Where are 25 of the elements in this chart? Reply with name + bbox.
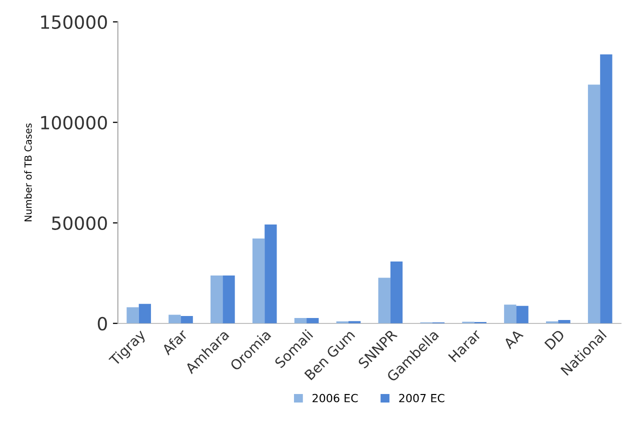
bar bbox=[210, 276, 223, 324]
bar bbox=[390, 261, 403, 324]
legend-label: 2007 EC bbox=[399, 394, 444, 402]
bar bbox=[222, 276, 235, 324]
bar bbox=[378, 278, 390, 324]
bar bbox=[138, 304, 151, 324]
y-tick-label: 50000 bbox=[52, 216, 107, 230]
y-tick-label: 150000 bbox=[41, 15, 107, 29]
legend-label: 2006 EC bbox=[312, 394, 358, 402]
bar bbox=[588, 84, 600, 324]
bar bbox=[516, 306, 528, 324]
bar bbox=[600, 54, 612, 324]
bar bbox=[504, 304, 516, 324]
bar bbox=[264, 224, 277, 324]
bar bbox=[294, 318, 307, 324]
x-tick-label: AA bbox=[502, 328, 524, 350]
bar bbox=[126, 307, 139, 324]
bar bbox=[306, 318, 319, 324]
bar bbox=[558, 320, 570, 324]
bar bbox=[252, 238, 265, 324]
bar bbox=[168, 314, 181, 324]
y-tick-label: 0 bbox=[98, 316, 107, 330]
y-tick-label: 100000 bbox=[41, 116, 107, 130]
bar bbox=[180, 316, 193, 324]
y-axis-title: Number of TB Cases bbox=[24, 124, 32, 222]
